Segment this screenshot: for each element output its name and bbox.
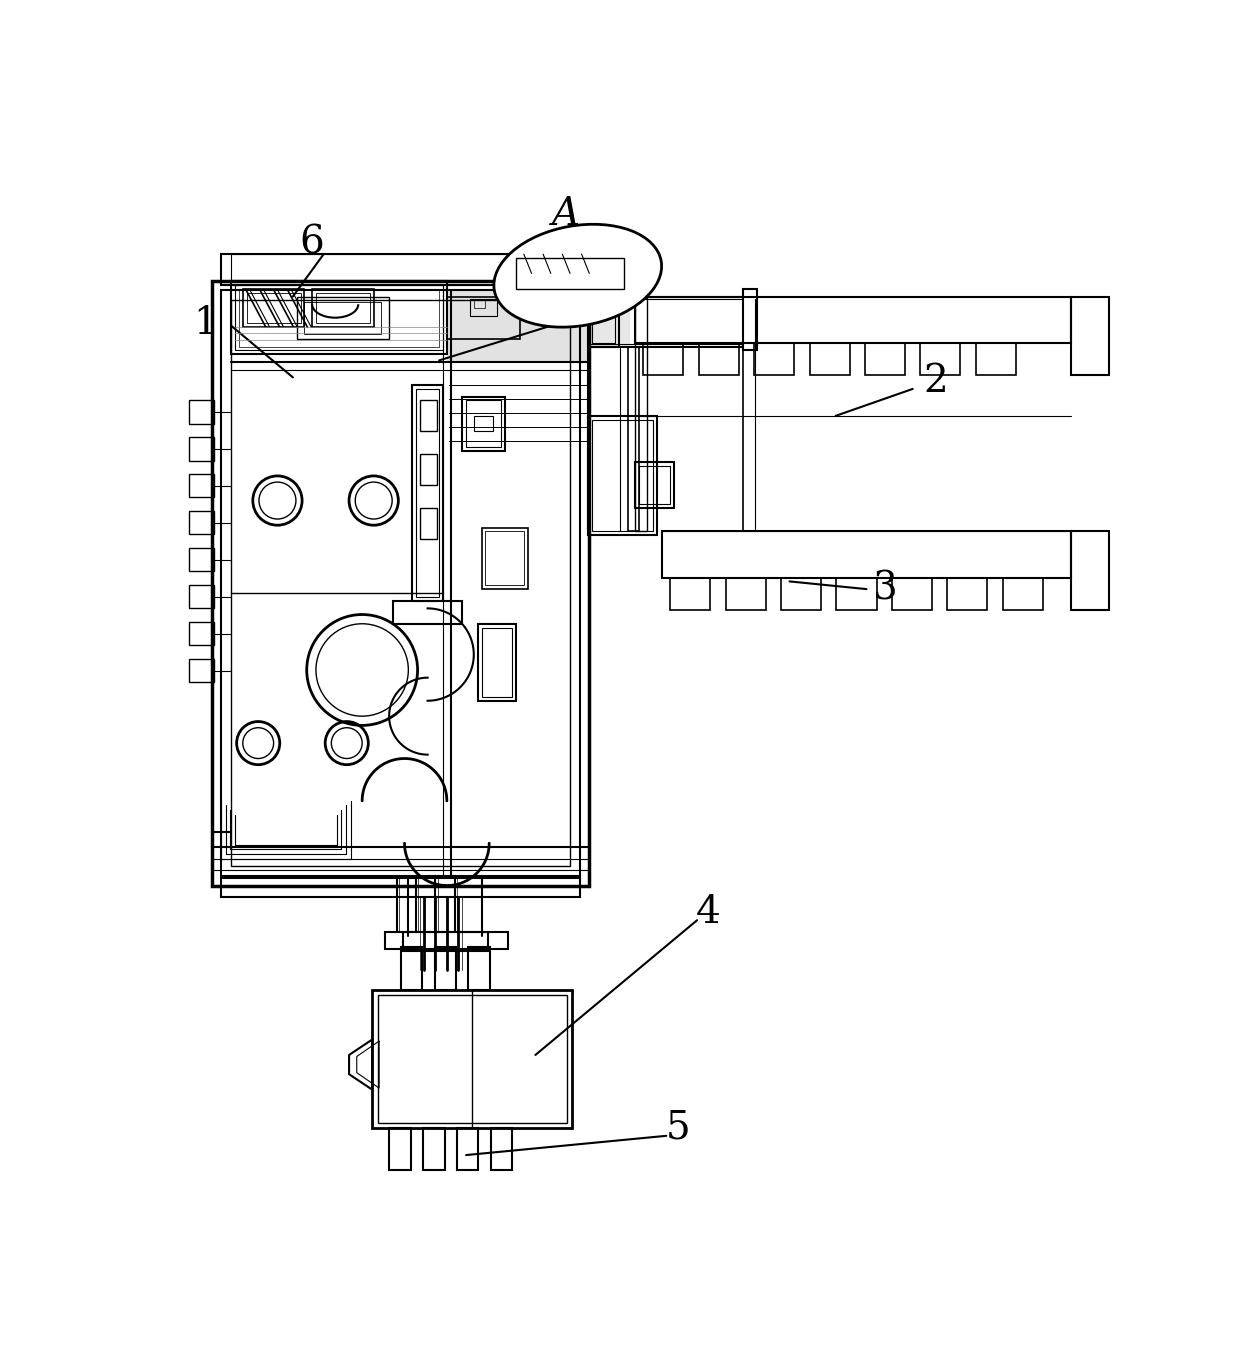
- Bar: [866, 342, 905, 375]
- Bar: [247, 293, 300, 324]
- Bar: [588, 297, 630, 346]
- Bar: [420, 454, 436, 485]
- Bar: [312, 288, 373, 328]
- Ellipse shape: [494, 224, 662, 328]
- Text: 1: 1: [193, 305, 218, 342]
- Text: 3: 3: [873, 570, 898, 608]
- Bar: [434, 948, 456, 989]
- Bar: [386, 931, 508, 949]
- Bar: [243, 288, 304, 328]
- Bar: [640, 466, 670, 504]
- Bar: [463, 396, 505, 450]
- Bar: [231, 282, 446, 355]
- Bar: [588, 278, 619, 301]
- Bar: [635, 297, 647, 531]
- Text: 5: 5: [666, 1109, 691, 1147]
- Bar: [296, 297, 389, 338]
- Bar: [446, 297, 520, 338]
- Bar: [477, 624, 516, 701]
- Bar: [188, 437, 213, 461]
- Text: 6: 6: [300, 224, 325, 262]
- Bar: [1070, 531, 1109, 609]
- Bar: [188, 511, 213, 534]
- Bar: [698, 342, 739, 375]
- Bar: [662, 531, 1070, 577]
- Bar: [670, 577, 711, 609]
- Bar: [188, 659, 213, 682]
- Bar: [420, 508, 436, 539]
- Bar: [635, 297, 1070, 342]
- Bar: [221, 290, 580, 876]
- Bar: [389, 1128, 410, 1170]
- Bar: [1070, 297, 1109, 375]
- Text: 2: 2: [924, 363, 949, 400]
- Bar: [485, 531, 523, 585]
- Bar: [976, 342, 1016, 375]
- Bar: [781, 577, 821, 609]
- Bar: [372, 989, 573, 1128]
- Bar: [231, 301, 570, 867]
- Bar: [837, 577, 877, 609]
- Bar: [423, 1128, 445, 1170]
- Bar: [481, 527, 528, 589]
- Bar: [446, 290, 589, 363]
- Bar: [316, 293, 370, 324]
- Bar: [221, 255, 580, 284]
- Bar: [377, 995, 567, 1123]
- Bar: [516, 257, 624, 288]
- Bar: [892, 577, 932, 609]
- Bar: [947, 577, 987, 609]
- Bar: [743, 288, 758, 350]
- Bar: [212, 282, 589, 886]
- Bar: [188, 474, 213, 497]
- Bar: [188, 623, 213, 646]
- Bar: [417, 390, 439, 597]
- Bar: [466, 400, 501, 446]
- Bar: [236, 284, 443, 350]
- Text: 4: 4: [696, 894, 722, 931]
- Bar: [920, 342, 961, 375]
- Bar: [403, 931, 487, 950]
- Bar: [188, 585, 213, 608]
- Bar: [188, 400, 213, 423]
- Bar: [588, 417, 657, 535]
- Bar: [393, 601, 463, 624]
- Bar: [591, 419, 653, 531]
- Bar: [470, 299, 497, 315]
- Bar: [481, 628, 512, 697]
- Bar: [239, 288, 439, 346]
- Bar: [188, 549, 213, 572]
- Bar: [469, 948, 490, 989]
- Bar: [591, 301, 615, 342]
- Bar: [644, 342, 683, 375]
- Bar: [810, 342, 849, 375]
- Text: A: A: [552, 195, 580, 233]
- Bar: [401, 948, 422, 989]
- Bar: [754, 342, 794, 375]
- Bar: [725, 577, 765, 609]
- Bar: [420, 400, 436, 431]
- Bar: [474, 299, 485, 309]
- Bar: [635, 462, 675, 508]
- Bar: [627, 346, 640, 531]
- Bar: [588, 297, 619, 346]
- Bar: [412, 386, 443, 601]
- Bar: [491, 1128, 512, 1170]
- Bar: [1003, 577, 1043, 609]
- Bar: [456, 1128, 479, 1170]
- Bar: [221, 878, 580, 898]
- Bar: [304, 302, 382, 334]
- Bar: [474, 417, 494, 431]
- Bar: [231, 255, 570, 284]
